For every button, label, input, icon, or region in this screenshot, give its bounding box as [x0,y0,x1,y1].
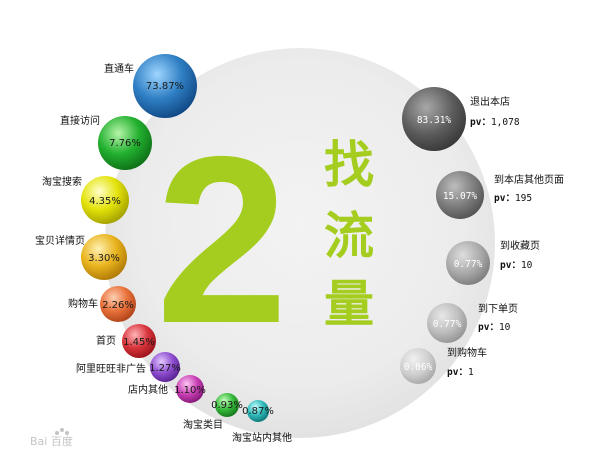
bubble [81,176,129,224]
headline-char-2: 流 [324,207,374,265]
source-bubble-gouwuche: 2.26% 购物车 [68,286,136,322]
bubble-percent: 15.07% [443,191,478,202]
pv-label: pv： [494,193,515,204]
pv-label: pv： [470,117,491,128]
bubble-label: 购物车 [68,297,98,310]
bubble-label: 到下单页 [478,303,518,315]
bubble-percent: 83.31% [417,115,452,126]
headline-title: 找 流 量 [324,136,374,333]
bubble [133,54,197,118]
pv-number: 10 [499,322,511,333]
bubble-label: 退出本店 [470,95,510,108]
bubble [100,286,136,322]
exit-bubble-xiadan: 0.77% 到下单页 pv：10 [427,303,518,343]
bubble-label: 淘宝类目 [183,418,223,431]
exit-bubble-shoucang: 0.77% 到收藏页 pv：10 [446,239,540,285]
bubble-percent: 0.06% [404,362,433,373]
source-bubble-zhijie: 7.76% 直接访问 [60,114,152,170]
exit-bubble-qita: 15.07% 到本店其他页面 pv：195 [436,171,564,219]
bubble [446,241,490,285]
source-bubble-zhannei: 0.87% 淘宝站内其他 [232,400,292,444]
pv-value: pv：10 [478,322,511,333]
baidu-watermark: Bai 百度 [30,428,73,448]
exit-bubble-tuichu: 83.31% 退出本店 pv：1,078 [402,87,520,151]
background-circle [105,48,495,438]
source-bubble-shouye: 1.45% 首页 [96,324,156,358]
headline-char-1: 找 [324,136,374,194]
pv-label: pv： [478,322,499,333]
bubble [247,400,269,422]
bubble-label: 到本店其他页面 [494,173,564,186]
bubble-label: 到购物车 [447,346,487,359]
headline-char-3: 量 [324,275,374,333]
bubble-percent: 2.26% [102,300,134,311]
source-bubble-xiangqing: 3.30% 宝贝详情页 [35,234,127,280]
bubble [427,303,467,343]
bubble-percent: 1.10% [174,385,206,396]
bubble-percent: 73.87% [146,81,184,92]
bubble-percent: 0.77% [454,259,483,270]
bubble [400,348,436,384]
bubble-label: 到收藏页 [500,239,540,252]
source-bubble-diannei: 1.10% 店内其他 [128,375,206,403]
bubble-label: 阿里旺旺非广告 [76,362,146,375]
pv-value: pv：1,078 [470,117,520,128]
exit-bubble-gouwuche: 0.06% 到购物车 pv：1 [400,346,487,384]
bubble-label: 淘宝搜索 [42,175,82,188]
pv-number: 195 [515,193,532,204]
bubble [98,116,152,170]
source-bubble-leimu: 0.93% 淘宝类目 [183,393,243,431]
bubble [436,171,484,219]
source-bubble-wangwang: 1.27% 阿里旺旺非广告 [76,352,181,382]
source-bubble-sousuo: 4.35% 淘宝搜索 [42,175,129,224]
bubble [402,87,466,151]
bubble-label: 直通车 [104,62,134,75]
bubble-label: 直接访问 [60,114,100,127]
bubble-percent: 0.93% [211,400,243,411]
pv-number: 1 [468,367,474,378]
bubble-percent: 0.77% [433,319,462,330]
source-bubble-zhitongche: 73.87% 直通车 [104,54,197,118]
bubble-percent: 3.30% [88,253,120,264]
pv-value: pv：10 [500,260,533,271]
watermark-text: Bai 百度 [30,434,73,448]
pv-number: 1,078 [491,117,520,128]
bubble-percent: 0.87% [242,406,274,417]
bubble-label: 首页 [96,334,116,347]
bubble [81,234,127,280]
pv-number: 10 [521,260,533,271]
pv-value: pv：1 [447,367,474,378]
bubble-percent: 7.76% [109,138,141,149]
bubble [176,375,204,403]
bubble [150,352,180,382]
bubble-percent: 1.27% [149,363,181,374]
pv-label: pv： [500,260,521,271]
bubble-label: 店内其他 [128,383,168,396]
bubble-label: 宝贝详情页 [35,234,85,247]
bubble [215,393,239,417]
bubble-label: 淘宝站内其他 [232,431,292,444]
headline-digit: 2 [156,108,288,373]
bubble [122,324,156,358]
bubble-percent: 4.35% [89,196,121,207]
pv-label: pv： [447,367,468,378]
pv-value: pv：195 [494,193,532,204]
bubble-percent: 1.45% [123,337,155,348]
paw-icon [55,428,69,435]
